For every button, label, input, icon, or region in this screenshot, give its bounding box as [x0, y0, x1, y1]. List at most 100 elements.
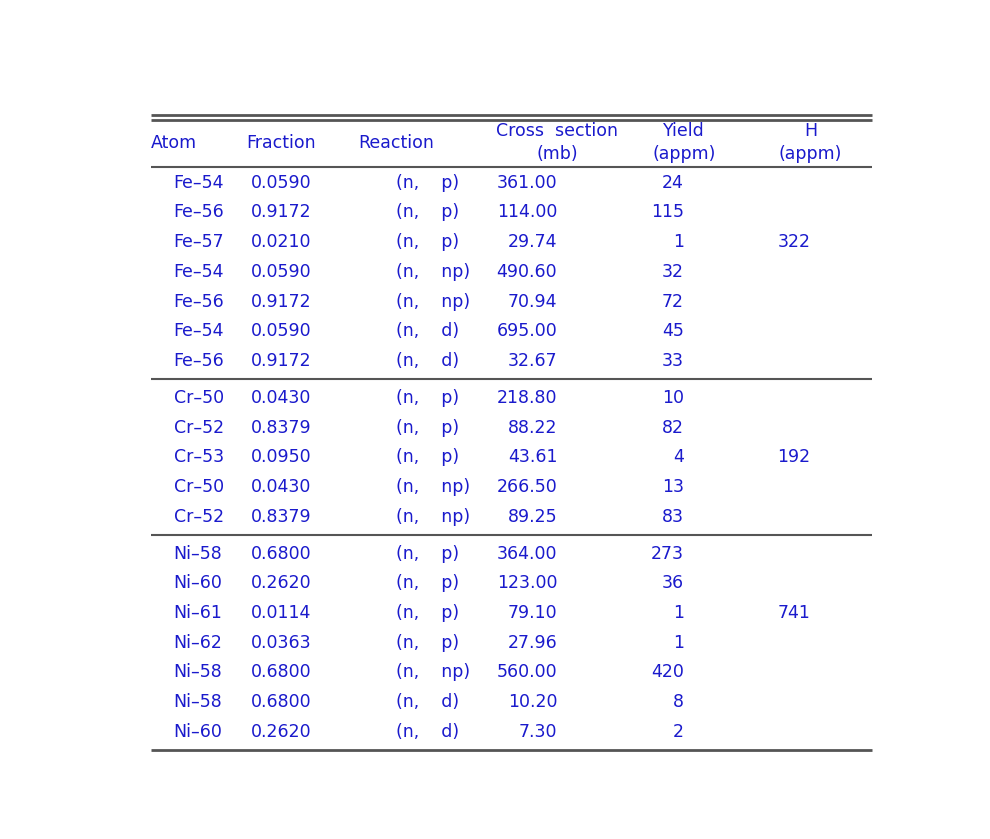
Text: 741: 741: [777, 604, 811, 622]
Text: 115: 115: [650, 203, 684, 221]
Text: 10: 10: [662, 389, 684, 407]
Text: Ni–58: Ni–58: [173, 693, 223, 711]
Text: (n,    p): (n, p): [396, 389, 459, 407]
Text: (n,    d): (n, d): [396, 693, 459, 711]
Text: 0.0590: 0.0590: [250, 322, 311, 341]
Text: 420: 420: [651, 664, 684, 681]
Text: (n,    d): (n, d): [396, 322, 459, 341]
Text: 364.00: 364.00: [497, 545, 557, 563]
Text: Cr–52: Cr–52: [173, 508, 224, 526]
Text: 82: 82: [662, 419, 684, 436]
Text: 89.25: 89.25: [508, 508, 557, 526]
Text: (n,    np): (n, np): [396, 664, 470, 681]
Text: 218.80: 218.80: [497, 389, 557, 407]
Text: 0.0950: 0.0950: [250, 448, 311, 466]
Text: Fe–56: Fe–56: [173, 293, 225, 310]
Text: 72: 72: [662, 293, 684, 310]
Text: (n,    p): (n, p): [396, 174, 459, 192]
Text: Cross  section
(mb): Cross section (mb): [496, 122, 618, 164]
Text: 43.61: 43.61: [508, 448, 557, 466]
Text: Atom: Atom: [150, 133, 197, 152]
Text: 273: 273: [650, 545, 684, 563]
Text: 1: 1: [673, 633, 684, 652]
Text: 70.94: 70.94: [508, 293, 557, 310]
Text: 24: 24: [662, 174, 684, 192]
Text: 1: 1: [673, 233, 684, 251]
Text: Ni–58: Ni–58: [173, 664, 223, 681]
Text: 33: 33: [662, 352, 684, 370]
Text: Fe–56: Fe–56: [173, 352, 225, 370]
Text: 36: 36: [661, 575, 684, 592]
Text: Cr–53: Cr–53: [173, 448, 224, 466]
Text: 79.10: 79.10: [508, 604, 557, 622]
Text: 4: 4: [673, 448, 684, 466]
Text: 361.00: 361.00: [497, 174, 557, 192]
Text: 0.9172: 0.9172: [250, 203, 311, 221]
Text: 0.8379: 0.8379: [250, 419, 311, 436]
Text: 0.2620: 0.2620: [250, 575, 311, 592]
Text: Ni–60: Ni–60: [173, 575, 223, 592]
Text: 192: 192: [777, 448, 811, 466]
Text: 266.50: 266.50: [497, 478, 557, 496]
Text: Ni–58: Ni–58: [173, 545, 223, 563]
Text: 490.60: 490.60: [497, 263, 557, 281]
Text: 45: 45: [662, 322, 684, 341]
Text: 1: 1: [673, 604, 684, 622]
Text: 13: 13: [662, 478, 684, 496]
Text: 0.0590: 0.0590: [250, 263, 311, 281]
Text: 0.6800: 0.6800: [250, 693, 311, 711]
Text: (n,    p): (n, p): [396, 448, 459, 466]
Text: 560.00: 560.00: [497, 664, 557, 681]
Text: 0.0114: 0.0114: [250, 604, 311, 622]
Text: 0.9172: 0.9172: [250, 293, 311, 310]
Text: Fe–54: Fe–54: [173, 322, 224, 341]
Text: (n,    p): (n, p): [396, 419, 459, 436]
Text: H
(appm): H (appm): [779, 122, 842, 164]
Text: 83: 83: [662, 508, 684, 526]
Text: (n,    np): (n, np): [396, 478, 470, 496]
Text: 0.6800: 0.6800: [250, 545, 311, 563]
Text: (n,    p): (n, p): [396, 604, 459, 622]
Text: 0.9172: 0.9172: [250, 352, 311, 370]
Text: (n,    d): (n, d): [396, 723, 459, 741]
Text: Ni–62: Ni–62: [173, 633, 223, 652]
Text: (n,    np): (n, np): [396, 293, 470, 310]
Text: Fe–57: Fe–57: [173, 233, 225, 251]
Text: 0.0363: 0.0363: [250, 633, 311, 652]
Text: (n,    p): (n, p): [396, 545, 459, 563]
Text: Fe–54: Fe–54: [173, 263, 224, 281]
Text: 0.8379: 0.8379: [250, 508, 311, 526]
Text: Ni–60: Ni–60: [173, 723, 223, 741]
Text: (n,    p): (n, p): [396, 575, 459, 592]
Text: (n,    np): (n, np): [396, 508, 470, 526]
Text: 7.30: 7.30: [519, 723, 557, 741]
Text: Reaction: Reaction: [358, 133, 434, 152]
Text: Yield
(appm): Yield (appm): [652, 122, 716, 164]
Text: (n,    p): (n, p): [396, 233, 459, 251]
Text: 0.0430: 0.0430: [250, 478, 311, 496]
Text: 695.00: 695.00: [497, 322, 557, 341]
Text: Cr–50: Cr–50: [173, 389, 224, 407]
Text: 8: 8: [673, 693, 684, 711]
Text: 32: 32: [662, 263, 684, 281]
Text: 123.00: 123.00: [497, 575, 557, 592]
Text: 10.20: 10.20: [508, 693, 557, 711]
Text: (n,    np): (n, np): [396, 263, 470, 281]
Text: 0.0590: 0.0590: [250, 174, 311, 192]
Text: 88.22: 88.22: [508, 419, 557, 436]
Text: 0.0210: 0.0210: [250, 233, 311, 251]
Text: 114.00: 114.00: [497, 203, 557, 221]
Text: Cr–52: Cr–52: [173, 419, 224, 436]
Text: 0.2620: 0.2620: [250, 723, 311, 741]
Text: Ni–61: Ni–61: [173, 604, 223, 622]
Text: 0.6800: 0.6800: [250, 664, 311, 681]
Text: (n,    p): (n, p): [396, 203, 459, 221]
Text: Fraction: Fraction: [247, 133, 316, 152]
Text: Fe–56: Fe–56: [173, 203, 225, 221]
Text: 2: 2: [673, 723, 684, 741]
Text: Cr–50: Cr–50: [173, 478, 224, 496]
Text: Fe–54: Fe–54: [173, 174, 224, 192]
Text: 322: 322: [777, 233, 811, 251]
Text: (n,    d): (n, d): [396, 352, 459, 370]
Text: 29.74: 29.74: [508, 233, 557, 251]
